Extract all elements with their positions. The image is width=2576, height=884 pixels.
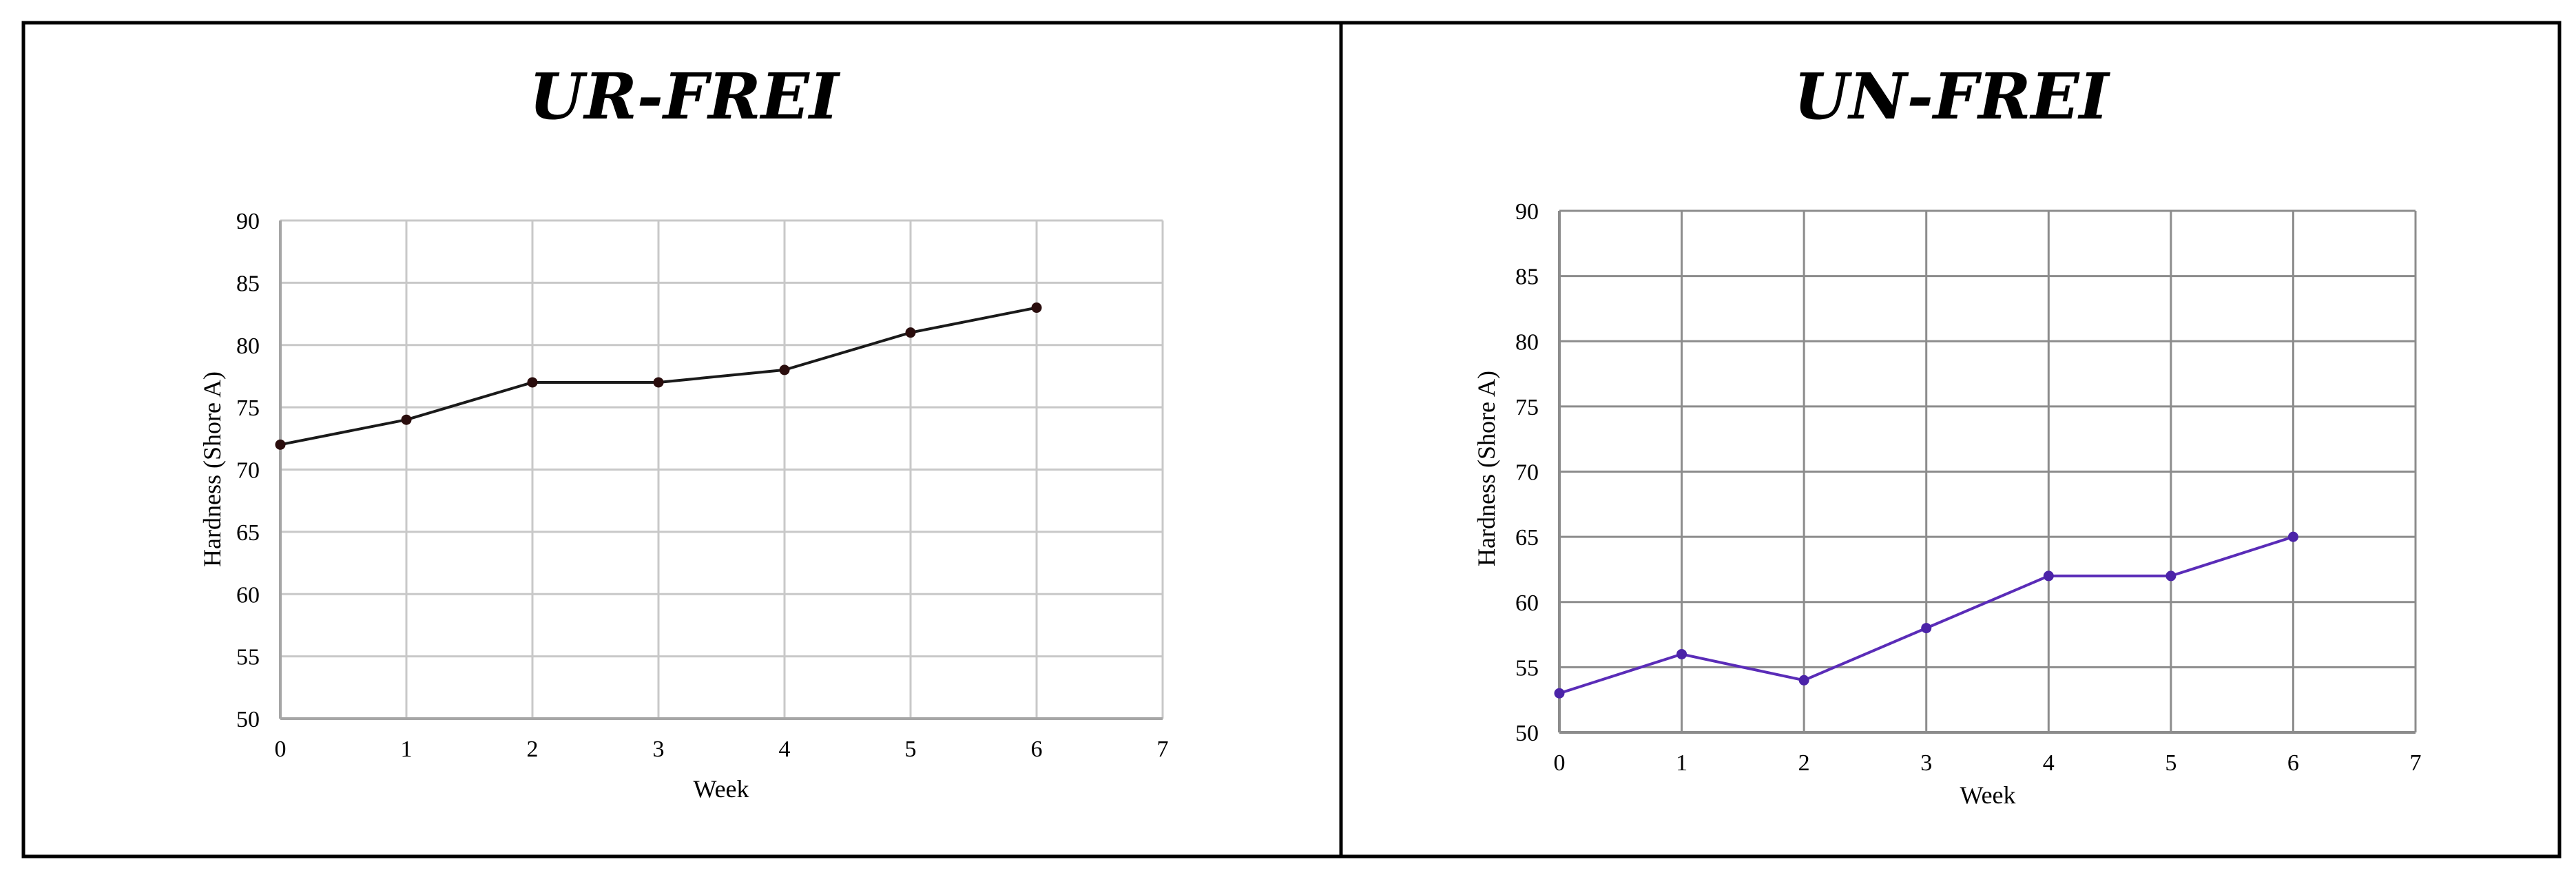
y-tick-label: 55	[1515, 655, 1539, 681]
x-tick-label: 5	[2165, 750, 2177, 776]
plot-area: 50 55 60 65 70 75 80 85 90 0 1 2 3 4 5 6 7	[1515, 199, 2422, 776]
x-tick-label: 2	[1798, 750, 1810, 776]
x-axis-label: Week	[693, 775, 749, 803]
chart-title: UR-FREI	[529, 59, 841, 134]
x-tick-label: 1	[401, 737, 413, 762]
x-tick-label: 3	[1920, 750, 1932, 776]
x-tick-label: 3	[653, 737, 665, 762]
y-tick-label: 60	[1515, 590, 1539, 616]
data-point	[779, 364, 790, 376]
data-point	[1676, 648, 1687, 659]
data-point	[905, 327, 916, 338]
data-point	[401, 414, 412, 425]
x-tick-label: 1	[1676, 750, 1687, 776]
data-point	[527, 377, 538, 388]
y-tick-label: 60	[236, 582, 260, 608]
figure-border	[21, 21, 2562, 859]
x-tick-label: 7	[2410, 750, 2422, 776]
x-tick-label: 0	[1554, 750, 1566, 776]
data-point	[653, 377, 664, 388]
x-tick-label: 6	[1031, 737, 1043, 762]
y-tick-label: 85	[236, 271, 260, 296]
data-point	[1031, 302, 1042, 313]
x-tick-label: 0	[275, 737, 287, 762]
y-tick-label: 90	[1515, 199, 1539, 225]
y-tick-label: 80	[236, 333, 260, 359]
data-point	[275, 439, 286, 450]
y-tick-label: 80	[1515, 329, 1539, 355]
y-tick-label: 65	[236, 520, 260, 546]
y-tick-label: 90	[236, 209, 260, 234]
x-tick-label: 5	[905, 737, 917, 762]
x-tick-label: 7	[1157, 737, 1169, 762]
y-tick-label: 55	[236, 645, 260, 670]
chart-title: UN-FREI	[1794, 59, 2110, 134]
x-tick-label: 6	[2287, 750, 2299, 776]
x-tick-label: 4	[779, 737, 791, 762]
y-axis-label: Hardness (Shore A)	[198, 371, 226, 567]
y-tick-label: 50	[1515, 721, 1539, 746]
x-tick-label: 2	[527, 737, 539, 762]
x-tick-label: 4	[2043, 750, 2055, 776]
y-tick-label: 50	[236, 707, 260, 732]
y-tick-label: 65	[1515, 525, 1539, 551]
plot-area: 50 55 60 65 70 75 80 85 90 0 1 2 3 4 5 6 7	[236, 209, 1169, 762]
x-axis-label: Week	[1960, 781, 2015, 809]
data-point	[1921, 623, 1932, 634]
data-point	[2287, 531, 2298, 542]
data-point	[1554, 688, 1565, 699]
y-tick-label: 70	[1515, 460, 1539, 486]
y-tick-label: 85	[1515, 265, 1539, 290]
y-tick-label: 70	[236, 458, 260, 484]
data-point	[1798, 675, 1809, 686]
data-point	[2043, 571, 2054, 582]
y-tick-label: 75	[1515, 395, 1539, 420]
y-tick-label: 75	[236, 395, 260, 421]
data-point	[2165, 571, 2177, 582]
y-axis-label: Hardness (Shore A)	[1473, 371, 1500, 566]
